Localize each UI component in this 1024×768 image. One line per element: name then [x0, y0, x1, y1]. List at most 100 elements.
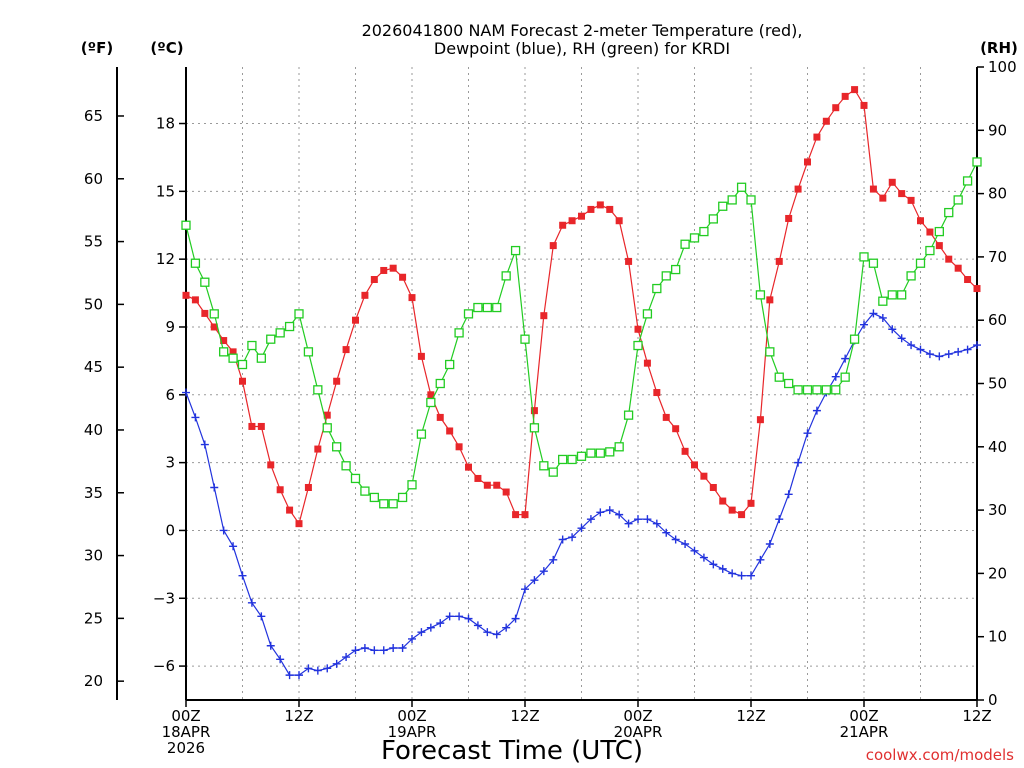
temperature-point: [691, 461, 698, 469]
dewpoint-point: [351, 646, 360, 655]
temperature-point: [568, 217, 576, 225]
fahrenheit-tick-label: 30: [84, 547, 103, 565]
dewpoint-point: [464, 614, 473, 623]
fahrenheit-tick-label: 40: [84, 421, 103, 439]
rh-point: [831, 385, 841, 395]
rh-point: [520, 334, 530, 344]
temperature-point: [832, 104, 840, 112]
dewpoint-point: [671, 535, 680, 544]
temperature-point: [879, 194, 887, 202]
temperature-point: [945, 255, 953, 263]
temperature-point: [559, 221, 567, 229]
temperature-point: [672, 425, 680, 433]
rh-point: [953, 195, 963, 205]
temperature-point: [813, 133, 821, 141]
rh-point: [925, 245, 935, 256]
temperature-point: [615, 217, 623, 225]
temperature-point: [728, 506, 736, 514]
rh-point: [548, 467, 558, 477]
rh-point: [595, 448, 605, 458]
temperature-point: [709, 483, 717, 491]
dewpoint-point: [332, 659, 341, 668]
dewpoint-point: [191, 413, 200, 422]
celsius-tick-label: −3: [153, 589, 175, 607]
temperature-point: [248, 422, 256, 430]
rh-point: [313, 385, 323, 395]
rh-point: [228, 353, 238, 363]
rh-point: [906, 271, 916, 281]
dewpoint-point: [530, 576, 539, 585]
dewpoint-point: [200, 440, 209, 449]
axes: [116, 67, 978, 701]
temperature-point: [465, 463, 472, 471]
rh-point: [699, 226, 709, 237]
rh-point: [774, 372, 784, 382]
rh-point: [652, 283, 662, 294]
temperature-point: [229, 348, 237, 356]
dewpoint-point: [342, 653, 351, 662]
time-tick-label: 21APR: [840, 723, 889, 741]
dewpoint-point: [445, 612, 454, 621]
dewpoint-point: [596, 508, 605, 517]
temperature-point: [860, 101, 868, 109]
dewpoint-point: [605, 506, 614, 515]
temperature-point: [973, 285, 981, 293]
rh-point: [736, 182, 747, 192]
temperature-point: [766, 296, 774, 304]
rh-tick-label: 90: [988, 121, 1007, 139]
rh-point: [567, 454, 577, 465]
temperature-point: [493, 481, 501, 489]
temperature-point: [681, 447, 689, 455]
rh-point: [501, 271, 511, 281]
temperature-point: [342, 346, 350, 354]
dewpoint-point: [662, 528, 671, 537]
temperature-point: [587, 205, 595, 213]
temperature-point: [898, 190, 906, 198]
rh-point: [426, 397, 436, 408]
rh-point: [689, 233, 700, 243]
dewpoint-point: [511, 614, 520, 623]
temperature-point: [662, 413, 670, 421]
rh-point: [303, 347, 314, 357]
rh-point: [341, 461, 351, 471]
temperature-point: [314, 445, 322, 453]
temperature-point: [700, 472, 708, 480]
temperature-point: [917, 217, 924, 225]
dewpoint-point: [304, 664, 313, 673]
chart-title-line-1: 2026041800 NAM Forecast 2-meter Temperat…: [362, 21, 803, 40]
fahrenheit-tick-label: 20: [84, 672, 103, 690]
rh-point: [718, 201, 728, 211]
dewpoint-point: [765, 540, 774, 549]
dewpoint-point: [408, 634, 416, 643]
fahrenheit-tick-label: 45: [84, 358, 103, 376]
data-series: [181, 86, 982, 680]
time-tick-label: 12Z: [736, 707, 765, 725]
dewpoint-point: [925, 350, 934, 359]
dewpoint-point: [803, 429, 812, 438]
rh-point: [209, 309, 219, 319]
temperature-point: [775, 257, 783, 265]
celsius-tick-label: 12: [156, 250, 175, 268]
temperature-point: [380, 266, 388, 274]
rh-point: [190, 258, 201, 268]
dewpoint-point: [624, 519, 633, 528]
dewpoint-point: [878, 313, 887, 322]
dewpoint-point: [709, 560, 718, 569]
fahrenheit-unit-label: (ºF): [81, 39, 113, 57]
rh-point: [605, 447, 615, 457]
temperature-point: [191, 296, 199, 304]
time-tick-label: 19APR: [388, 723, 437, 741]
dewpoint-point: [285, 671, 294, 680]
temperature-point: [869, 185, 877, 193]
dewpoint-point: [210, 483, 219, 492]
temperature-point: [295, 520, 303, 528]
x-axis-title: Forecast Time (UTC): [381, 736, 643, 766]
temperature-point: [521, 511, 529, 519]
temperature-point: [239, 377, 246, 385]
chart-title-line-2: Dewpoint (blue), RH (green) for KRDI: [434, 39, 730, 58]
celsius-tick-label: 3: [165, 454, 175, 472]
dewpoint-point: [379, 646, 388, 655]
temperature-point: [399, 273, 407, 281]
dewpoint-point: [737, 571, 746, 580]
